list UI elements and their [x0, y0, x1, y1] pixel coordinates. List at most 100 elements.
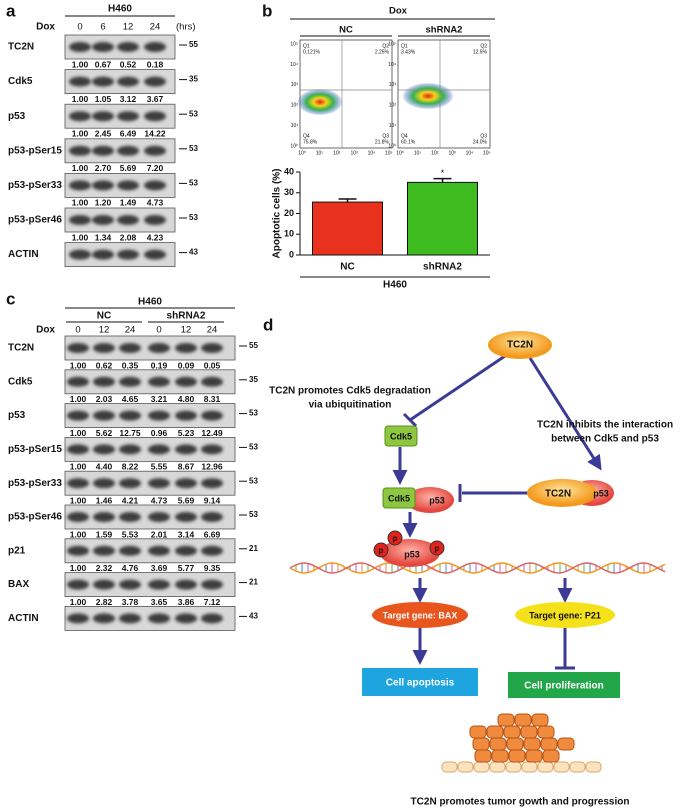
- cell: [520, 725, 538, 739]
- cell: [503, 725, 521, 739]
- label: 10¹: [316, 150, 324, 156]
- cell-cloud: [298, 89, 342, 115]
- cell: [473, 761, 490, 773]
- label: 1.46: [96, 495, 113, 505]
- band: [148, 444, 170, 455]
- label: 10⁵: [388, 41, 396, 47]
- node: p53: [593, 488, 609, 498]
- note: between Cdk5 and p53: [551, 434, 659, 445]
- band: [92, 111, 114, 122]
- label: c: [6, 289, 15, 308]
- label: 10¹: [414, 150, 422, 156]
- node: p53: [429, 495, 445, 505]
- band: [67, 410, 89, 421]
- label: 3.14: [178, 529, 195, 539]
- label: p53-pSer33: [8, 478, 62, 489]
- label: 53: [249, 409, 258, 418]
- label: 5.69: [178, 495, 195, 505]
- band: [69, 145, 91, 156]
- label: BAX: [8, 579, 29, 590]
- band: [92, 42, 114, 52]
- label: p53-pSer46: [8, 215, 62, 226]
- label: 10³: [448, 150, 456, 156]
- label: 2.45: [95, 128, 112, 138]
- band: [69, 42, 91, 52]
- label: 10³: [389, 82, 397, 88]
- label: 2.32: [96, 563, 113, 573]
- label: 1.00: [70, 394, 87, 404]
- label: 10⁵: [483, 150, 491, 156]
- label: 3.69: [151, 563, 168, 573]
- label: 1.00: [72, 59, 89, 69]
- band: [92, 249, 114, 260]
- label: 10⁵: [385, 150, 393, 156]
- cell: [491, 749, 509, 763]
- band: [119, 376, 141, 387]
- band: [175, 343, 197, 353]
- node: Cell apoptosis: [386, 678, 455, 689]
- band: [148, 478, 170, 489]
- label: 53: [189, 179, 198, 188]
- label: 4.76: [122, 563, 139, 573]
- band: [144, 42, 166, 52]
- cell: [489, 761, 506, 773]
- label: 12: [123, 22, 134, 33]
- label: 12.5%: [473, 49, 488, 55]
- label: 24.0%: [473, 139, 488, 145]
- node: Target gene: BAX: [383, 610, 458, 620]
- label: *: [441, 168, 445, 178]
- cell: [474, 749, 492, 763]
- band: [148, 343, 170, 353]
- band: [93, 410, 115, 421]
- label: p53-pSer15: [8, 145, 62, 156]
- label: p21: [8, 545, 26, 556]
- cell: [531, 713, 549, 727]
- band: [93, 478, 115, 489]
- bar: [407, 181, 478, 256]
- label: 12.96: [201, 462, 223, 472]
- label: Dox: [36, 22, 55, 33]
- cell: [537, 761, 554, 773]
- band: [117, 215, 139, 225]
- band: [148, 376, 170, 387]
- label: shRNA2: [426, 25, 463, 36]
- label: 53: [189, 144, 198, 153]
- label: 5.23: [178, 428, 195, 438]
- label: 10²: [389, 103, 397, 109]
- label: 2.08: [120, 232, 137, 242]
- label: 12.49: [201, 428, 223, 438]
- label: 0.18: [147, 59, 164, 69]
- label: 3.12: [120, 94, 137, 104]
- label: Cdk5: [8, 376, 33, 387]
- label: 75.8%: [303, 139, 318, 145]
- cell: [521, 761, 538, 773]
- label: 10⁴: [290, 62, 298, 68]
- band: [201, 444, 223, 455]
- label: 55: [249, 341, 258, 350]
- strand: [289, 562, 666, 574]
- label: 24: [207, 325, 218, 336]
- label: 1.00: [70, 563, 87, 573]
- label: 0: [289, 249, 294, 259]
- label: 5.62: [96, 428, 113, 438]
- label: 10⁰: [298, 150, 306, 156]
- label: 24: [125, 325, 136, 336]
- band: [69, 249, 91, 260]
- note: via ubiquitination: [309, 400, 392, 411]
- cell: [508, 749, 526, 763]
- cell: [457, 761, 474, 773]
- band: [119, 343, 141, 353]
- band: [67, 444, 89, 455]
- p53-shape: [380, 539, 440, 567]
- band: [119, 410, 141, 421]
- label: Dox: [389, 6, 408, 17]
- label: 1.00: [72, 128, 89, 138]
- cell: [540, 737, 558, 751]
- diagram-shapes: [362, 331, 620, 698]
- label: 4.23: [147, 232, 164, 242]
- node: TC2N: [507, 340, 533, 351]
- label: 3.43%: [401, 49, 416, 55]
- band: [117, 180, 139, 191]
- cell: [514, 713, 532, 727]
- band: [201, 512, 223, 522]
